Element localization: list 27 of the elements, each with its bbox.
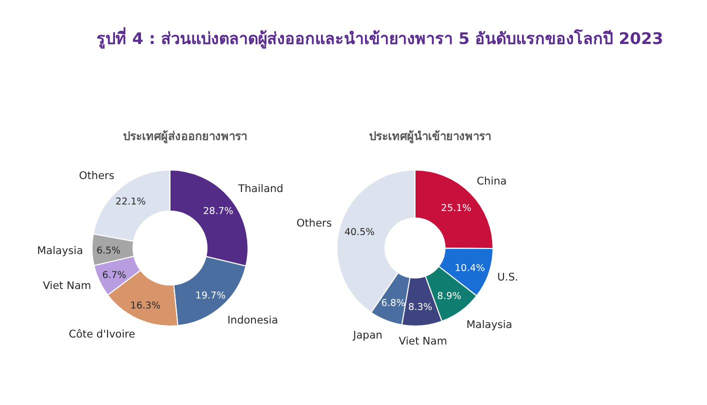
slice-label: Japan (352, 330, 382, 342)
slice-label: Indonesia (227, 314, 278, 326)
slice-label: Malaysia (466, 319, 512, 332)
data-label: 8.3% (408, 302, 432, 313)
data-label: 6.8% (381, 298, 406, 309)
data-label: 6.7% (102, 270, 126, 282)
slice-label: Viet Nam (42, 280, 92, 292)
data-label: 40.5% (344, 226, 375, 238)
slice-label: Thailand (237, 183, 284, 196)
data-label: 25.1% (441, 203, 472, 214)
data-label: 28.7% (203, 206, 234, 217)
slice-label: Côte d'Ivoire (68, 328, 136, 341)
text: รูปที่ 4 : ส่วนแบ่งตลาดผู้ส่งออกและนำเข้ายางพารา 5 อันดับแรกของโลกปี 2023 (96, 27, 664, 50)
slice-label: China (476, 176, 507, 188)
data-label: 10.4% (454, 262, 485, 274)
slice-label: Others (79, 170, 114, 182)
slice-label: Viet Nam (398, 336, 448, 348)
slice-label: Malaysia (37, 244, 84, 257)
data-label: 22.1% (116, 196, 146, 208)
slice-label: Others (296, 217, 332, 230)
chart-subtitle: ประเทศผู้ส่งออกยางพารา (123, 129, 247, 144)
data-label: 6.5% (96, 245, 121, 256)
slice-label: U.S. (497, 271, 518, 284)
data-label: 8.9% (437, 290, 462, 302)
data-label: 19.7% (195, 290, 226, 302)
chart-subtitle: ประเทศผู้นำเข้ายางพารา (369, 129, 491, 144)
data-label: 16.3% (130, 300, 160, 312)
